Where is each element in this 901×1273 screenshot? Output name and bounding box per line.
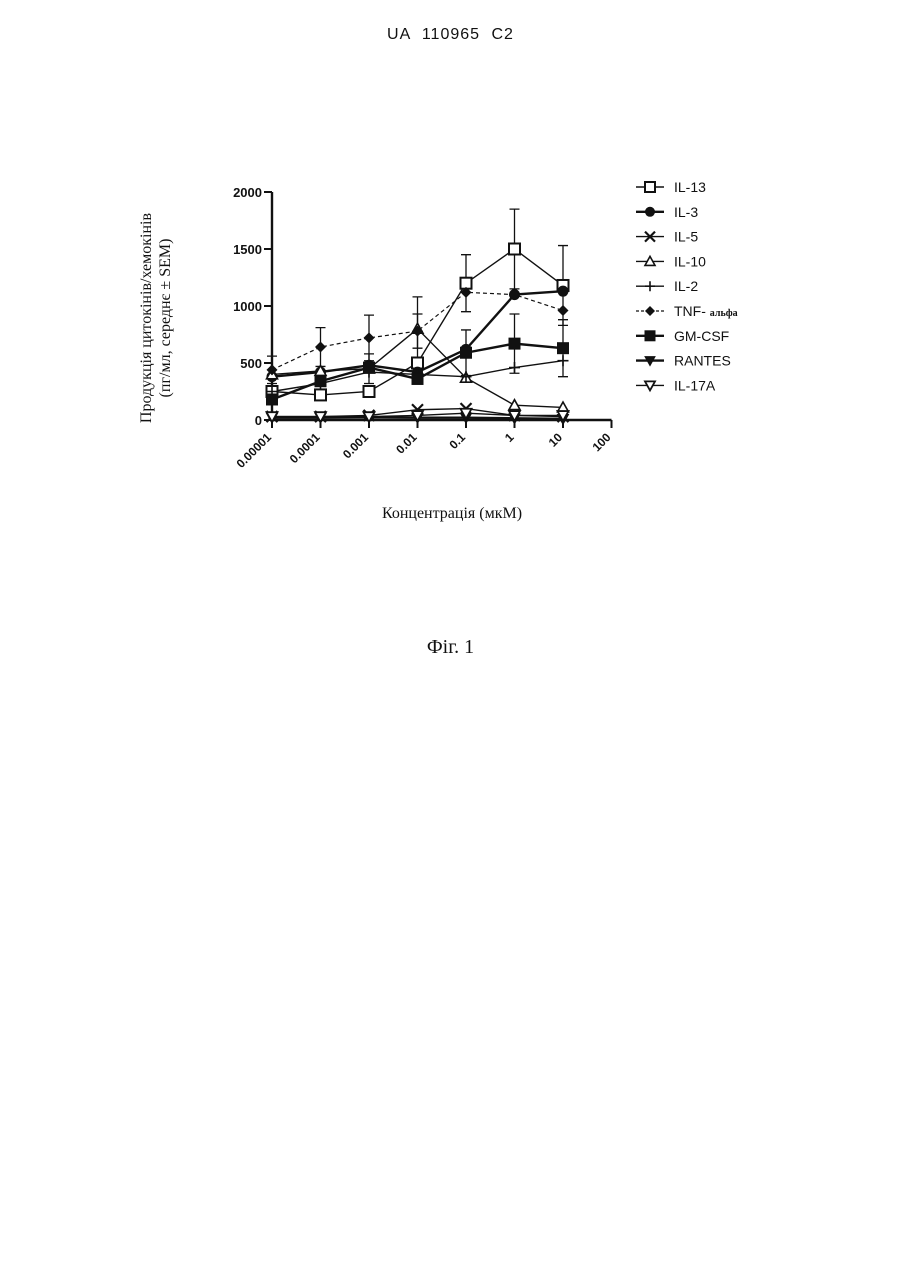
x-tick-label: 0.001 bbox=[340, 430, 371, 461]
data-point-gm-csf bbox=[364, 362, 375, 373]
x-tick-label: 10 bbox=[546, 430, 566, 450]
legend-label-gm-csf: GM-CSF bbox=[674, 328, 729, 344]
data-point-il-13 bbox=[509, 244, 520, 255]
data-point-il-13 bbox=[315, 389, 326, 400]
y-tick-label: 2000 bbox=[233, 185, 262, 200]
data-point-gm-csf bbox=[509, 338, 520, 349]
legend-label-il-5: IL-5 bbox=[674, 229, 698, 245]
chart-legend: IL-13 IL-3 IL-5 IL-10 IL-2 TNF- альфа GM-CSF RA… bbox=[636, 179, 738, 393]
legend-label-il-2: IL-2 bbox=[674, 278, 698, 294]
data-point-gm-csf bbox=[267, 394, 278, 405]
x-tick-label: 0.0001 bbox=[287, 430, 323, 466]
data-point-il-2 bbox=[558, 355, 569, 366]
tick-labels: 0 500 1000 1500 2000 0.00001 0.0001 0.001 0.01 0.… bbox=[233, 185, 614, 471]
legend-marker-il-2 bbox=[645, 281, 655, 291]
x-tick-label: 100 bbox=[590, 430, 614, 454]
legend-marker-il-17a bbox=[645, 381, 655, 390]
y-axis-label-line1: Продукція цитокінів/хемокінів bbox=[138, 213, 155, 424]
y-tick-label: 0 bbox=[255, 413, 262, 428]
data-point-gm-csf bbox=[558, 343, 569, 354]
y-tick-label: 500 bbox=[240, 356, 262, 371]
data-point-il-3 bbox=[558, 286, 569, 297]
legend-marker-tnf-альфа bbox=[645, 306, 655, 316]
series-markers bbox=[267, 244, 569, 425]
x-tick-label: 1 bbox=[502, 430, 517, 445]
y-tick-label: 1500 bbox=[233, 242, 262, 257]
legend-marker-il-13 bbox=[645, 182, 655, 192]
data-point-gm-csf bbox=[315, 376, 326, 387]
data-point-tnf-альфа bbox=[412, 326, 423, 337]
data-point-il-2 bbox=[509, 362, 520, 373]
x-tick-label: 0.1 bbox=[446, 430, 468, 452]
legend-marker-gm-csf bbox=[645, 331, 655, 341]
legend-label-il-17a: IL-17A bbox=[674, 377, 716, 393]
legend-label-il-13: IL-13 bbox=[674, 179, 706, 195]
data-point-gm-csf bbox=[461, 347, 472, 358]
x-tick-label: 0.00001 bbox=[234, 430, 275, 471]
cytokine-line-chart: 0 500 1000 1500 2000 0.00001 0.0001 0.001 0.01 0.… bbox=[0, 0, 901, 560]
data-point-tnf-альфа bbox=[315, 342, 326, 353]
legend-label-il-10: IL-10 bbox=[674, 253, 706, 269]
figure-caption: Фіг. 1 bbox=[0, 636, 901, 659]
y-axis-label-line2: (пг/мл, середнє ± SEM) bbox=[157, 239, 174, 398]
data-point-tnf-альфа bbox=[364, 332, 375, 343]
data-point-il-13 bbox=[364, 386, 375, 397]
legend-marker-il-3 bbox=[645, 207, 655, 217]
y-tick-label: 1000 bbox=[233, 299, 262, 314]
legend-label-rantes: RANTES bbox=[674, 353, 731, 369]
data-point-gm-csf bbox=[412, 373, 423, 384]
legend-label-il-3: IL-3 bbox=[674, 204, 698, 220]
x-tick-label: 0.01 bbox=[393, 430, 420, 457]
legend-label-tnf-альфа: TNF- альфа bbox=[674, 303, 738, 319]
data-point-tnf-альфа bbox=[558, 305, 569, 316]
data-point-il-10 bbox=[509, 400, 520, 410]
x-axis-label: Концентрація (мкМ) bbox=[382, 505, 522, 522]
